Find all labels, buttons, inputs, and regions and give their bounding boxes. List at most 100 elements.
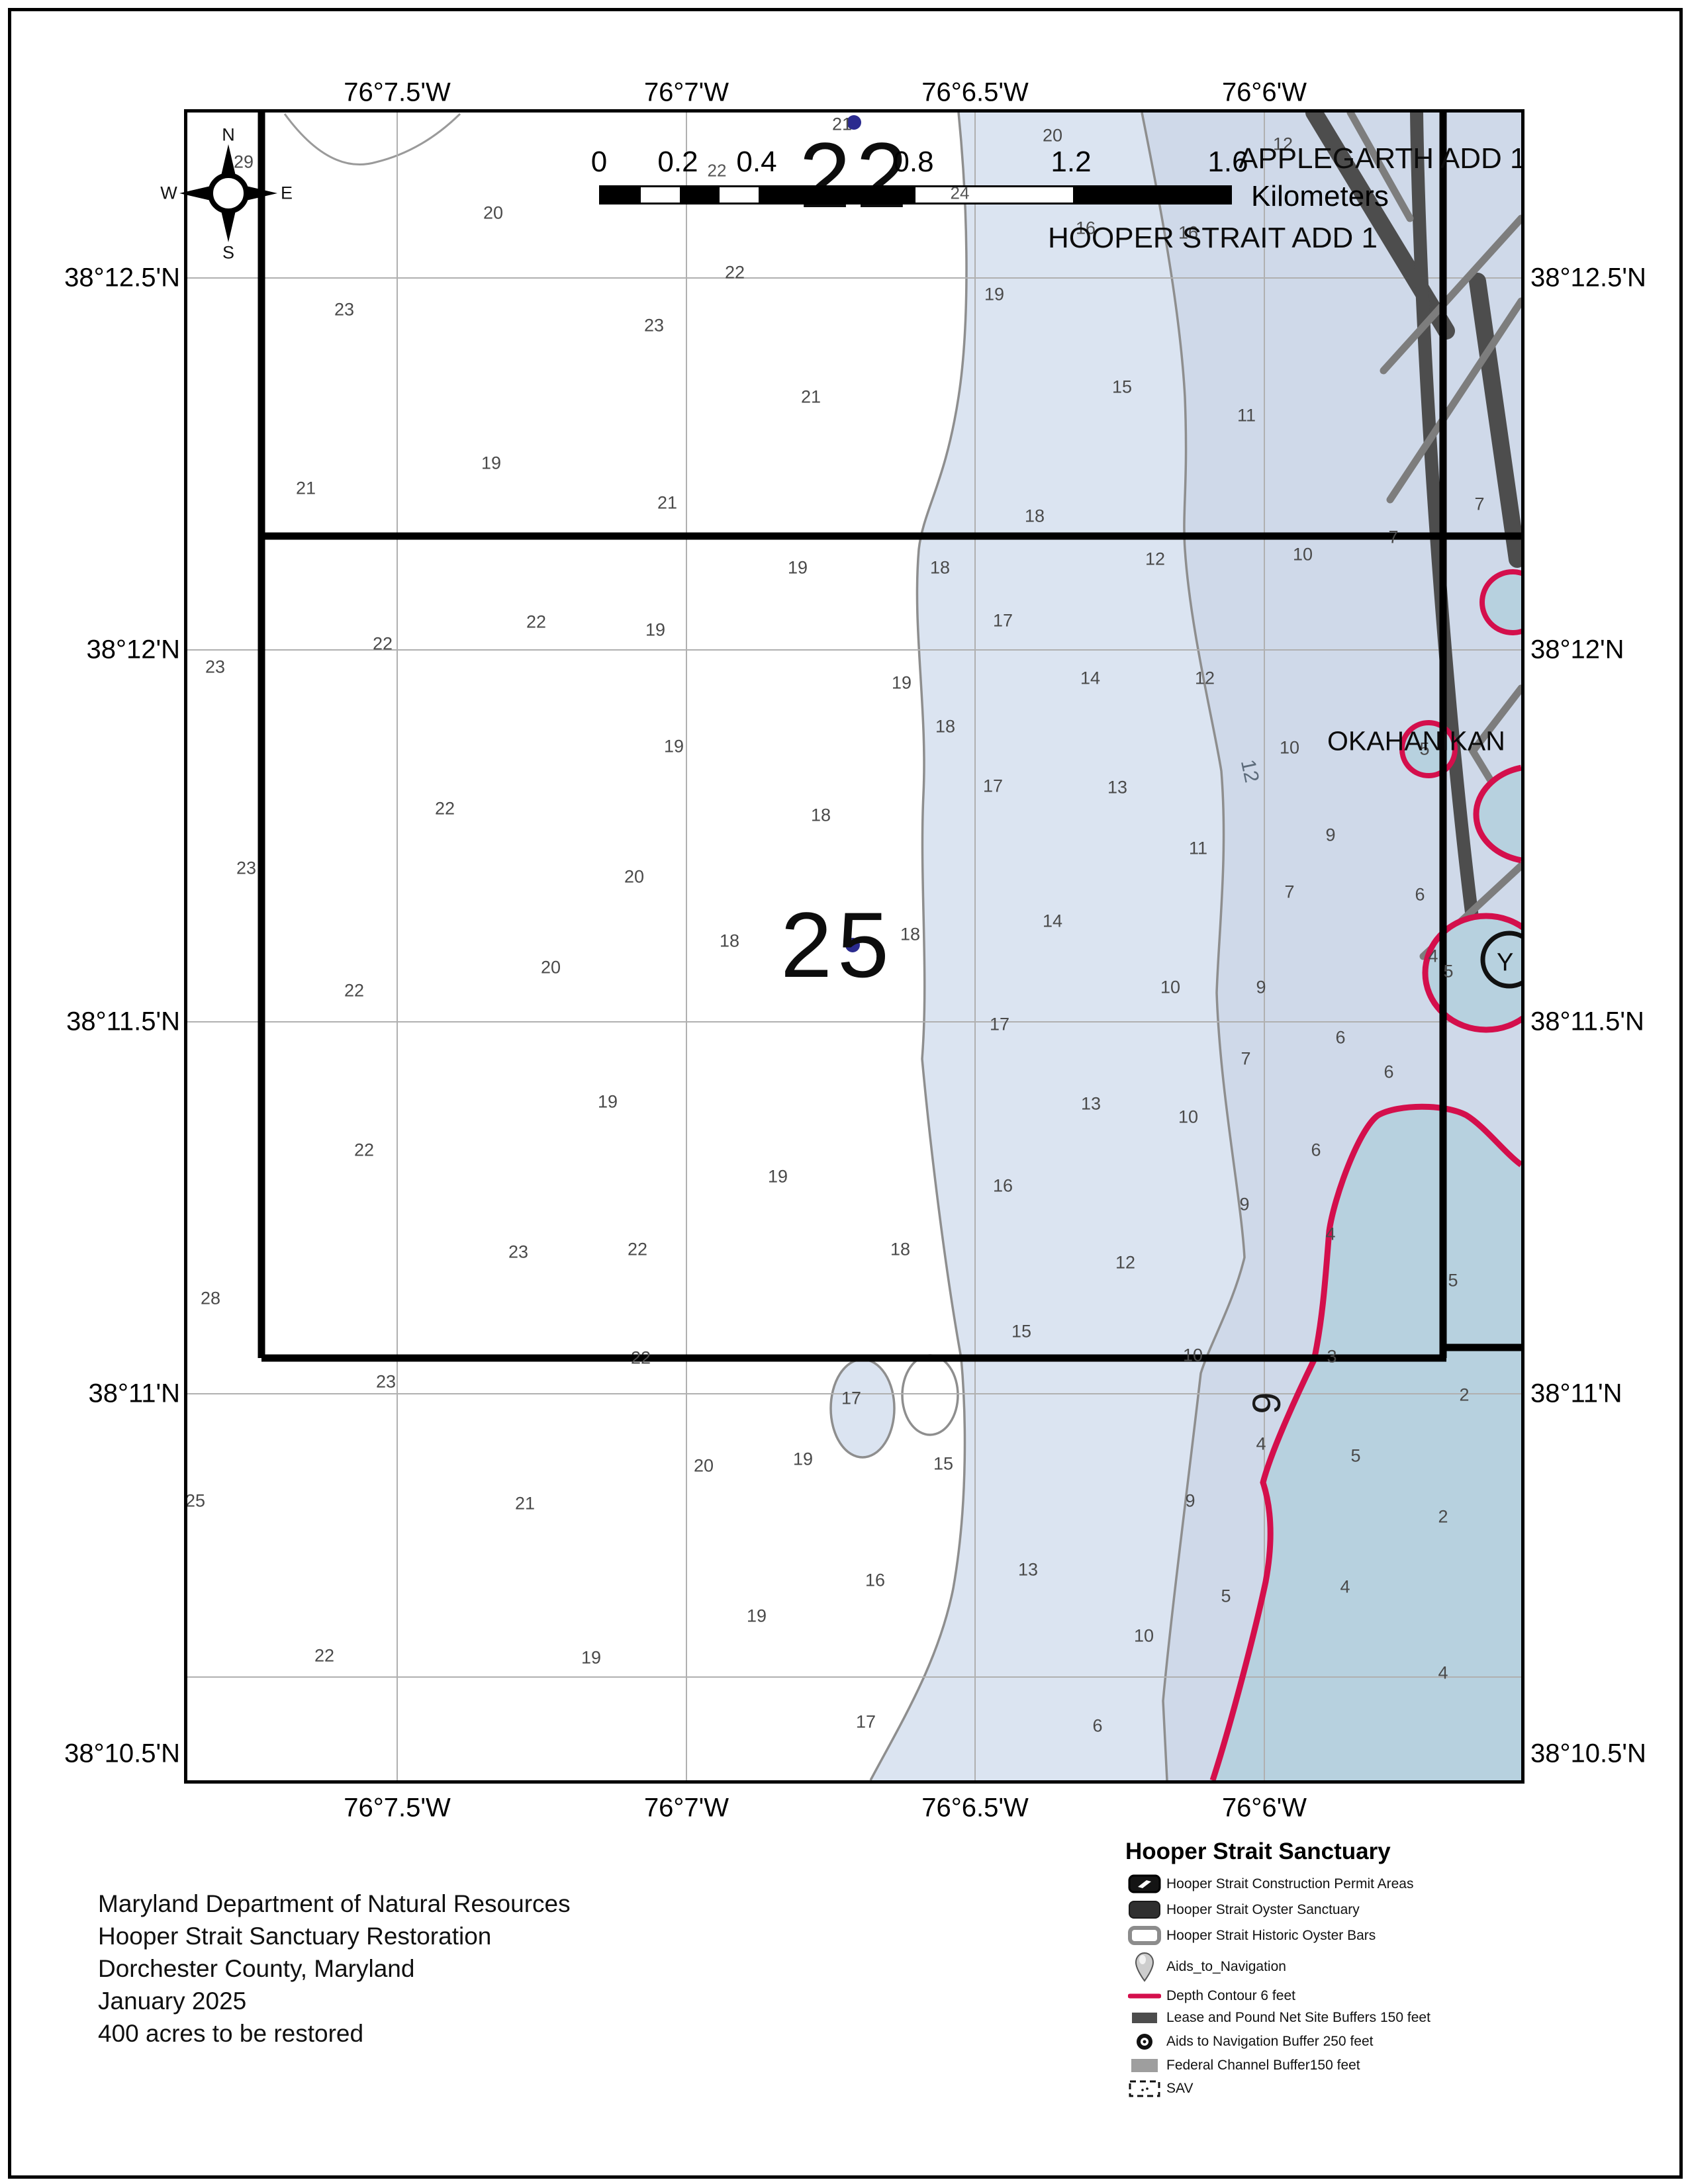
- white-bay-notch: [901, 1354, 959, 1436]
- depth-sounding: 19: [581, 1647, 602, 1668]
- depth-sounding: 16: [1178, 222, 1199, 243]
- depth-sounding: 20: [624, 866, 645, 887]
- legend-item: Hooper Strait Construction Permit Areas: [1125, 1874, 1642, 1894]
- depth-sounding: 19: [787, 557, 808, 578]
- legend-item: SAV: [1125, 2079, 1642, 2098]
- legend-item: Federal Channel Buffer150 feet: [1125, 2058, 1642, 2073]
- depth-sounding: 18: [900, 924, 921, 944]
- depth-sounding: 21: [657, 492, 678, 513]
- depth-sounding: 4: [1325, 1224, 1336, 1244]
- nav-point-icon: [847, 115, 861, 130]
- map-canvas: 29 20 23 22 23 21 19 21 21 22 22 23 19 19 18 19 18 19 18 22…: [184, 109, 1524, 1784]
- longitude-label-top: 76°7'W: [643, 77, 729, 107]
- depth-sounding: 23: [236, 858, 257, 878]
- legend-item-label: Depth Contour 6 feet: [1166, 1988, 1295, 2003]
- depth-sounding: 21: [831, 114, 853, 134]
- latitude-label-right: 38°10.5'N: [1530, 1739, 1646, 1768]
- shallow-patch-clipped: [1479, 569, 1521, 635]
- depth-sounding: 7: [1241, 1048, 1251, 1069]
- legend-title: Hooper Strait Sanctuary: [1125, 1839, 1391, 1864]
- nav-point-icon: [845, 938, 860, 952]
- longitude-label-bottom: 76°7.5'W: [344, 1793, 451, 1823]
- navbuffer-swatch: [1125, 2032, 1164, 2052]
- depth-sounding: 4: [1428, 946, 1438, 966]
- depth-contour-6ft: [1209, 764, 1521, 1780]
- sav-swatch: [1125, 2079, 1164, 2098]
- depth-area-label: 25: [780, 893, 894, 997]
- depth-sounding: 28: [200, 1288, 221, 1308]
- depth-sounding: 22: [526, 612, 547, 632]
- sav-icon: [1129, 2080, 1160, 2097]
- legend-item-label: Hooper Strait Historic Oyster Bars: [1166, 1928, 1376, 1943]
- depth-sounding: 24: [950, 183, 970, 203]
- note-line: Hooper Strait Sanctuary Restoration: [98, 1923, 492, 1950]
- sanctuary-swatch: [1125, 1900, 1164, 1920]
- depth-sounding: 5: [1350, 1445, 1361, 1466]
- lease-swatch: [1125, 2011, 1164, 2025]
- depth-sounding: 19: [663, 736, 684, 756]
- compass-n: N: [222, 124, 235, 145]
- depth-sounding: 19: [792, 1449, 814, 1469]
- legend-item-label: Hooper Strait Oyster Sanctuary: [1166, 1902, 1360, 1917]
- depth-sounding: 2: [1459, 1385, 1470, 1405]
- lease-buffer-icon: [1132, 2013, 1157, 2023]
- depth-sounding: 9: [1256, 977, 1266, 997]
- compass-s: S: [222, 242, 235, 263]
- latitude-label-right: 38°11.5'N: [1530, 1007, 1644, 1036]
- scale-bar-segment: [641, 187, 680, 203]
- compass-rose-icon: [179, 144, 277, 242]
- depth-sounding: 22: [724, 262, 745, 283]
- depth-sounding: 18: [929, 557, 951, 578]
- legend-item-label: Lease and Pound Net Site Buffers 150 fee…: [1166, 2010, 1430, 2025]
- place-label: Y: [1497, 948, 1514, 977]
- depth-sounding: 19: [481, 453, 502, 473]
- depth-sounding: 17: [989, 1014, 1010, 1034]
- depth-sounding: 3: [1327, 1346, 1337, 1367]
- channel-buffer-icon: [1131, 2059, 1158, 2072]
- depth-sounding: 5: [1448, 1270, 1458, 1291]
- scale-tick-label: 1.6: [1207, 146, 1248, 178]
- depth-sounding: 4: [1438, 1662, 1448, 1683]
- depth-sounding: 19: [597, 1091, 618, 1112]
- map-notes: Maryland Department of Natural Resources…: [98, 1888, 571, 2050]
- depth-sounding: 11: [1237, 405, 1256, 426]
- blue-lobe: [829, 1358, 896, 1459]
- depth-sounding: 23: [643, 315, 665, 336]
- depth-sounding: 17: [992, 610, 1013, 631]
- depth-sounding: 20: [483, 203, 504, 223]
- scale-bar-segment: [1073, 187, 1230, 203]
- depth-sounding: 15: [1011, 1321, 1032, 1342]
- depth-sounding: 11: [1188, 838, 1208, 858]
- depth-sounding: 6: [1092, 1715, 1103, 1736]
- contour-value-label: 12: [1236, 757, 1264, 785]
- depth-sounding: 19: [767, 1166, 788, 1187]
- contour-value-label: 6: [1243, 1391, 1289, 1415]
- compass-w: W: [160, 183, 177, 203]
- depth-sounding: 14: [1080, 668, 1101, 688]
- depth-sounding: 18: [719, 931, 740, 951]
- depth-sounding: 10: [1279, 737, 1300, 758]
- depth-sounding: 7: [1388, 527, 1399, 547]
- depth-sounding: 9: [1325, 825, 1336, 845]
- pin-swatch: [1125, 1952, 1164, 1982]
- depth-sounding: 16: [865, 1570, 886, 1590]
- depth-sounding: 6: [1415, 884, 1425, 905]
- depth-sounding: 18: [1024, 506, 1045, 526]
- depth-sounding: 21: [800, 387, 821, 407]
- legend-item: Depth Contour 6 feet: [1125, 1988, 1642, 2004]
- latitude-label-left: 38°12.5'N: [64, 263, 180, 293]
- buffer-bands: [1305, 113, 1521, 960]
- depth-sounding: 22: [630, 1347, 651, 1368]
- depth-sounding: 22: [372, 633, 393, 654]
- depth-sounding: 21: [514, 1493, 536, 1514]
- scale-tick-label: 0: [590, 146, 608, 178]
- depth-sounding: 19: [746, 1606, 767, 1626]
- note-line: 400 acres to be restored: [98, 2020, 364, 2047]
- map-artwork: [187, 113, 1521, 1780]
- depth-sounding: 13: [1107, 777, 1128, 797]
- depth-sounding: 29: [233, 152, 254, 172]
- depth-sounding: 12: [1115, 1252, 1136, 1273]
- depth-sounding: 14: [1042, 911, 1063, 931]
- depth-sounding: 5: [1419, 739, 1430, 759]
